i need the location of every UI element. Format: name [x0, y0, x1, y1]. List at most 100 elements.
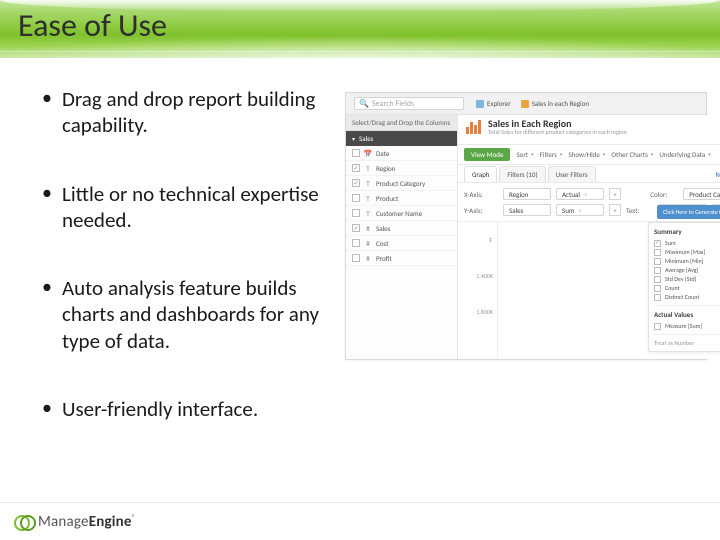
column-item[interactable]: ✓ # Sales: [346, 221, 457, 236]
column-item[interactable]: # Profit: [346, 251, 457, 266]
column-label: Date: [376, 149, 389, 158]
checkbox-icon[interactable]: [654, 267, 661, 274]
app-screenshot: 🔍 Search Fields Explorer Sales in each R…: [345, 92, 707, 360]
accordion-label: Sales: [359, 134, 373, 143]
summary-item[interactable]: Std Dev [Std]: [654, 275, 720, 283]
column-item[interactable]: ✓TProduct Category: [346, 176, 457, 191]
bullet-item: Auto analysis feature builds charts and …: [40, 275, 340, 354]
cta-label: Click Here to Generate Graph: [663, 208, 720, 216]
xaxis-agg[interactable]: Actual ×: [556, 188, 604, 200]
checkbox-icon[interactable]: [654, 258, 661, 265]
checkbox-icon[interactable]: [352, 209, 360, 217]
summary-popover: Click Here to Generate Graph Summary ✓Su…: [648, 222, 720, 352]
summary-item[interactable]: Maximum [Max]: [654, 248, 720, 256]
summary-footer: Treat as Number: [654, 339, 720, 347]
summary-item[interactable]: ✓ Sum: [654, 239, 720, 247]
yaxis-field[interactable]: Sales: [503, 204, 551, 216]
pill-label: Actual: [562, 190, 580, 199]
checkbox-icon[interactable]: [654, 294, 661, 301]
checkbox-icon[interactable]: ✓: [352, 164, 360, 172]
bullet-item: User-friendly interface.: [40, 396, 340, 422]
summary-label: Minimum [Min]: [665, 257, 703, 265]
slide: Ease of Use Drag and drop report buildin…: [0, 0, 720, 540]
checkbox-icon[interactable]: ✓: [654, 240, 661, 247]
bullets-column: Drag and drop report building capability…: [0, 80, 340, 502]
view-mode-button[interactable]: View Mode: [464, 148, 510, 161]
report-subtabs: Graph Filters (10) User Filters Reset Al…: [458, 165, 720, 183]
underlyingdata-menu[interactable]: Underlying Data: [659, 150, 710, 159]
slide-title: Ease of Use: [18, 6, 167, 45]
text-icon: T: [364, 194, 372, 202]
axis-tick: 1,800K: [476, 308, 493, 316]
summary-item[interactable]: Distinct Count: [654, 293, 720, 301]
add-yaxis-button[interactable]: +: [609, 204, 621, 216]
date-icon: 📅: [364, 149, 372, 157]
summary-item[interactable]: Minimum [Min]: [654, 257, 720, 265]
subtab-graph[interactable]: Graph: [464, 166, 497, 182]
column-item[interactable]: ✓TRegion: [346, 161, 457, 176]
summary-label: Sum: [665, 239, 676, 247]
summary-section-header: Actual Values: [654, 310, 720, 319]
checkbox-icon[interactable]: [352, 254, 360, 262]
tab-report[interactable]: Sales in each Region: [521, 99, 589, 108]
yaxis-label: Y-Axis:: [464, 206, 498, 215]
checkbox-icon[interactable]: ✓: [352, 179, 360, 187]
checkbox-icon[interactable]: [352, 194, 360, 202]
number-icon: #: [364, 254, 372, 262]
bullet-list: Drag and drop report building capability…: [40, 86, 340, 422]
filters-menu[interactable]: Filters: [540, 150, 563, 159]
checkbox-icon[interactable]: [352, 239, 360, 247]
column-label: Sales: [376, 224, 390, 233]
checkbox-icon[interactable]: ✓: [352, 224, 360, 232]
add-xaxis-button[interactable]: +: [609, 188, 621, 200]
reset-link[interactable]: Reset All: [715, 170, 720, 182]
sort-menu[interactable]: Sort: [516, 150, 533, 159]
search-placeholder: Search Fields: [372, 99, 414, 109]
report-subtitle: Total Sales for different product catego…: [488, 129, 627, 136]
column-item[interactable]: #Cost: [346, 236, 457, 251]
column-item[interactable]: TCustomer Name: [346, 206, 457, 221]
checkbox-icon[interactable]: [654, 285, 661, 292]
table-accordion[interactable]: Sales: [346, 131, 457, 146]
subtab-label: Filters (10): [507, 170, 537, 179]
summary-item[interactable]: Measure [Sum]: [654, 322, 720, 330]
subtab-filters[interactable]: Filters (10): [499, 166, 545, 182]
showhide-menu[interactable]: Show/Hide: [568, 150, 605, 159]
color-field[interactable]: Product Categ…: [683, 188, 720, 200]
summary-header: Summary: [654, 227, 720, 236]
number-icon: #: [364, 224, 372, 232]
color-label: Color:: [650, 190, 678, 199]
summary-label: Std Dev [Std]: [665, 275, 696, 283]
checkbox-icon[interactable]: [352, 149, 360, 157]
text-icon: T: [364, 179, 372, 187]
subtab-userfilters[interactable]: User Filters: [548, 166, 596, 182]
yaxis-agg[interactable]: Sum×: [556, 204, 604, 216]
report-panel: Sales in Each Region Total Sales for dif…: [458, 115, 720, 359]
tab-explorer[interactable]: Explorer: [476, 99, 511, 108]
summary-item[interactable]: Average [Avg]: [654, 266, 720, 274]
summary-item[interactable]: Count: [654, 284, 720, 292]
checkbox-icon[interactable]: [654, 323, 661, 330]
tab-label: Sales in each Region: [532, 99, 589, 108]
close-icon[interactable]: ×: [579, 206, 583, 215]
checkbox-icon[interactable]: [654, 249, 661, 256]
column-item[interactable]: TProduct: [346, 191, 457, 206]
search-input[interactable]: 🔍 Search Fields: [354, 97, 464, 110]
text-icon: T: [364, 164, 372, 172]
column-label: Profit: [376, 254, 392, 263]
othercharts-menu[interactable]: Other Charts: [611, 150, 653, 159]
bullet-item: Little or no technical expertise needed.: [40, 181, 340, 234]
checkbox-icon[interactable]: [654, 276, 661, 283]
toolbar-label: Sort: [516, 150, 528, 159]
pill-label: Sales: [509, 206, 523, 215]
field-sidebar: Select/Drag and Drop the Columns Sales 📅…: [346, 115, 458, 359]
column-item[interactable]: 📅 Date: [346, 146, 457, 161]
close-icon[interactable]: ×: [584, 190, 588, 199]
search-icon: 🔍: [359, 99, 369, 109]
tab-label: Explorer: [487, 99, 511, 108]
axis-tick: 1,400K: [476, 272, 493, 280]
xaxis-field[interactable]: Region: [503, 188, 551, 200]
generate-graph-button[interactable]: Click Here to Generate Graph: [657, 205, 720, 219]
slide-footer: ManageEngine®: [0, 502, 720, 540]
tab-icon: [521, 100, 529, 108]
